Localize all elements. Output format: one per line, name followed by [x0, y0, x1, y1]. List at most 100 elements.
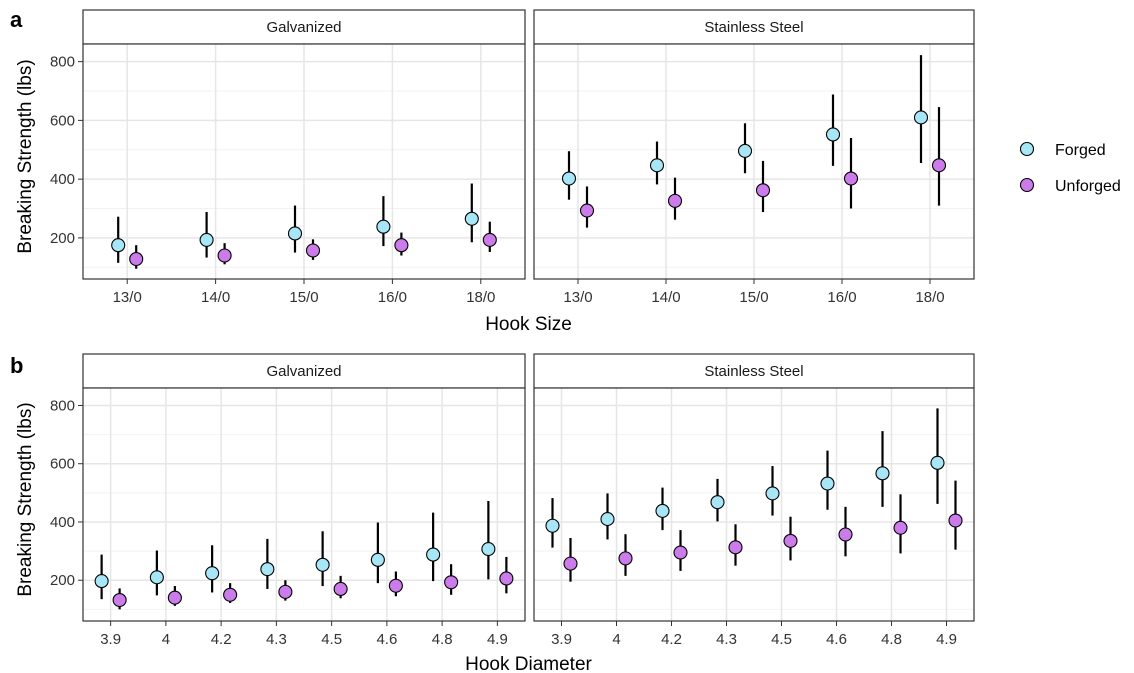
- data-point: [931, 158, 947, 173]
- facet-strip-label: Stainless Steel: [704, 19, 803, 36]
- panel-background: [534, 388, 974, 621]
- x-tick-label: 4.2: [211, 631, 232, 648]
- x-tick-label: 4.8: [432, 631, 453, 648]
- panel-tag: b: [10, 353, 23, 378]
- y-tick-label: 200: [50, 572, 75, 589]
- x-tick-label: 18/0: [466, 289, 495, 306]
- data-point: [287, 226, 303, 241]
- x-axis-title: Hook Size: [485, 314, 572, 335]
- data-point: [444, 575, 459, 590]
- facet-galvanized: Galvanized 13/0 14/0 15/0 16/0 18/0: [82, 9, 526, 306]
- x-tick-label: 16/0: [378, 289, 407, 306]
- facet-stainless-steel: Stainless Steel 13/0 14/0 15/0 16/0 18/0: [533, 9, 975, 306]
- data-point: [464, 211, 479, 226]
- data-point: [199, 232, 214, 247]
- x-tick-label: 4.6: [826, 631, 847, 648]
- data-point: [149, 570, 164, 585]
- panel-border: [82, 387, 526, 622]
- charts: a Breaking Strength (lbs) Hook Size 200 400 6…: [10, 7, 975, 673]
- data-point: [667, 193, 683, 208]
- facet-strip: [82, 9, 526, 45]
- x-tick-label: 15/0: [739, 289, 768, 306]
- legend-unforged-marker: [1019, 177, 1035, 193]
- facet-strip: [82, 353, 526, 389]
- y-tick-label: 800: [50, 397, 75, 414]
- panel-tag: a: [10, 7, 23, 32]
- x-tick-label: 14/0: [201, 289, 230, 306]
- data-point: [394, 238, 409, 253]
- legend: Forged Unforged: [1019, 141, 1121, 195]
- x-tick-label: 14/0: [651, 289, 680, 306]
- y-axis-title: Breaking Strength (lbs): [15, 59, 36, 253]
- y-tick-label: 400: [50, 171, 75, 188]
- data-point: [111, 238, 126, 253]
- plot-a: a Breaking Strength (lbs) Hook Size 200 400 6…: [10, 7, 975, 335]
- facet-galvanized: Galvanized 3.9 4 4.2 4.3 4.5 4.6 4.8 4.9: [82, 353, 526, 648]
- facet-strip: [533, 353, 975, 389]
- series-unforged: [579, 107, 947, 228]
- facet-strip-label: Galvanized: [266, 363, 341, 380]
- data-point: [600, 512, 615, 527]
- data-point: [755, 183, 771, 198]
- x-tick-label: 15/0: [289, 289, 318, 306]
- legend-unforged-label: Unforged: [1055, 178, 1121, 195]
- data-point: [783, 533, 798, 548]
- x-tick-label: 18/0: [915, 289, 944, 306]
- data-point: [673, 545, 688, 560]
- series-forged: [545, 408, 945, 548]
- data-point: [481, 542, 496, 557]
- x-tick-label: 13/0: [563, 289, 592, 306]
- data-point: [315, 557, 330, 572]
- data-point: [655, 503, 670, 518]
- facet-stainless-steel: Stainless Steel 3.9 4 4.2 4.3 4.5 4.6 4.8 4.9: [533, 353, 975, 648]
- y-tick-label: 600: [50, 112, 75, 129]
- data-point: [370, 552, 385, 567]
- y-tick-label: 400: [50, 514, 75, 531]
- data-point: [217, 248, 232, 263]
- series-forged: [94, 501, 496, 600]
- data-point: [728, 540, 743, 555]
- data-point: [765, 486, 780, 501]
- data-point: [825, 127, 841, 142]
- x-tick-label: 16/0: [827, 289, 856, 306]
- data-point: [305, 243, 321, 258]
- data-point: [205, 566, 220, 581]
- data-point: [649, 158, 665, 173]
- data-point: [129, 251, 144, 267]
- data-point: [875, 466, 890, 481]
- x-tick-label: 4.3: [716, 631, 737, 648]
- y-tick-label: 200: [50, 230, 75, 247]
- panel-background: [83, 388, 525, 621]
- facet-strip-label: Stainless Steel: [704, 363, 803, 380]
- data-point: [913, 110, 929, 125]
- facet-strip-label: Galvanized: [266, 19, 341, 36]
- y-tick-label: 600: [50, 456, 75, 473]
- data-point: [948, 513, 963, 528]
- data-point: [112, 592, 127, 608]
- data-point: [737, 143, 753, 158]
- data-point: [710, 495, 725, 510]
- y-tick-label: 800: [50, 54, 75, 71]
- series-forged: [561, 55, 929, 200]
- data-point: [167, 590, 182, 605]
- x-tick-label: 4.8: [881, 631, 902, 648]
- legend-forged-label: Forged: [1055, 142, 1106, 159]
- data-point: [260, 562, 275, 577]
- x-tick-label: 4.9: [936, 631, 957, 648]
- x-tick-label: 4.6: [376, 631, 397, 648]
- legend-forged-marker: [1019, 141, 1035, 157]
- data-point: [278, 584, 293, 599]
- data-point: [563, 556, 578, 571]
- series-unforged: [129, 221, 497, 269]
- data-point: [820, 476, 835, 491]
- facet-strip: [533, 9, 975, 45]
- data-point: [579, 203, 595, 218]
- data-point: [930, 455, 945, 470]
- x-tick-label: 4: [162, 631, 170, 648]
- series-forged: [111, 183, 479, 263]
- x-tick-label: 4.9: [487, 631, 508, 648]
- x-tick-label: 13/0: [113, 289, 142, 306]
- x-tick-label: 4.2: [661, 631, 682, 648]
- series-unforged: [112, 556, 514, 610]
